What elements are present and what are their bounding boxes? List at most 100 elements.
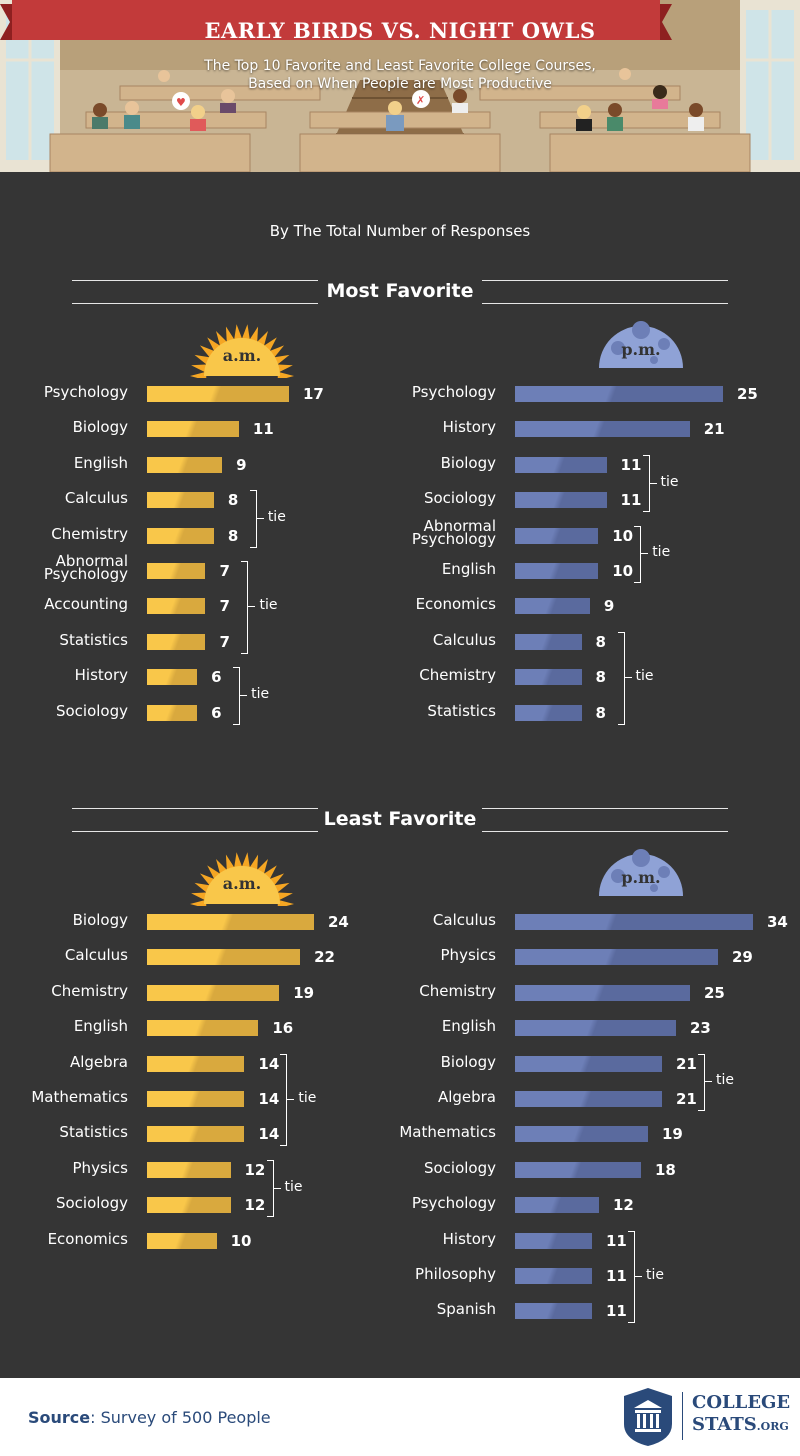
category-label: English	[441, 1017, 496, 1036]
bar-value: 10	[230, 1231, 252, 1250]
category-label: Calculus	[64, 946, 128, 965]
bar	[147, 1020, 259, 1037]
header-illustration: ♥ ✗ EARLY BIRDS VS. NIGHT OWLS The Top 1…	[0, 0, 800, 172]
bar	[147, 527, 214, 544]
bar	[147, 914, 314, 930]
category-label: English	[73, 453, 128, 472]
bar-value: 7	[219, 632, 230, 651]
tie-bracket	[628, 1230, 635, 1324]
bar	[515, 1197, 599, 1214]
tie-bracket	[634, 525, 642, 583]
tie-tick	[624, 677, 632, 679]
svg-text:♥: ♥	[176, 96, 186, 109]
bar-value: 11	[620, 491, 642, 510]
tie-tick	[705, 1081, 712, 1083]
bar	[515, 1268, 592, 1284]
bar-value: 16	[272, 1019, 294, 1038]
badge-label-am: a.m.	[222, 346, 262, 365]
category-label: Mathematics	[399, 1123, 496, 1142]
category-label: English	[73, 1017, 128, 1036]
category-label: Statistics	[59, 1123, 128, 1142]
bar-value: 24	[328, 913, 349, 931]
bar	[515, 598, 590, 615]
tie-tick	[248, 606, 256, 608]
tie-bracket	[642, 454, 650, 513]
bar-value: 25	[704, 983, 725, 1002]
bar-value: 11	[606, 1302, 627, 1321]
tie-tick	[240, 694, 248, 696]
section-rule-right	[482, 808, 728, 832]
section-rule-right	[482, 280, 728, 304]
category-label: Sociology	[55, 701, 128, 720]
page-title: EARLY BIRDS VS. NIGHT OWLS	[204, 18, 596, 43]
category-label: Psychology	[411, 383, 496, 401]
tie-tick	[256, 517, 264, 519]
bar-value: 11	[606, 1231, 627, 1250]
bar-value: 10	[612, 526, 634, 545]
category-label: Algebra	[69, 1052, 128, 1071]
bar	[147, 421, 239, 438]
bar	[515, 1303, 592, 1320]
title-banner	[0, 0, 672, 40]
tie-label: tie	[646, 1267, 664, 1283]
tie-label: tie	[298, 1090, 317, 1106]
bar-value: 11	[606, 1267, 627, 1285]
bar	[147, 1091, 245, 1107]
bar	[515, 704, 582, 721]
section-title-most-favorite: Most Favorite	[326, 280, 474, 302]
bar-value: 25	[737, 385, 758, 403]
bar	[515, 563, 599, 579]
subtitle-line-1: The Top 10 Favorite and Least Favorite C…	[204, 58, 596, 74]
bar	[515, 949, 718, 966]
logo-stats: STATS	[692, 1414, 757, 1435]
bar-value: 6	[211, 668, 222, 687]
badge-label-pm: p.m.	[621, 868, 661, 887]
tie-label: tie	[259, 597, 278, 614]
bar-value: 14	[258, 1125, 280, 1144]
tie-bracket	[233, 667, 241, 725]
bar-value: 17	[303, 385, 324, 403]
moon-icon	[599, 849, 683, 896]
bar	[147, 1055, 245, 1072]
category-label: Chemistry	[51, 524, 128, 543]
bar	[515, 1161, 641, 1178]
tie-bracket	[280, 1053, 288, 1147]
sun-icon	[190, 324, 294, 378]
bar	[147, 1232, 217, 1249]
category-label: Calculus	[432, 911, 496, 929]
bar-value: 10	[612, 562, 634, 580]
category-label: Sociology	[423, 489, 496, 508]
category-label: Mathematics	[31, 1088, 128, 1106]
bar	[515, 984, 690, 1001]
bar	[147, 598, 206, 615]
tie-label: tie	[716, 1072, 734, 1089]
bar	[515, 1126, 648, 1143]
tie-label: tie	[267, 508, 286, 525]
bar-value: 11	[252, 420, 274, 439]
bar-value: 8	[595, 632, 606, 651]
bar	[147, 1161, 231, 1178]
bar-value: 8	[595, 703, 606, 722]
svg-text:✗: ✗	[416, 94, 425, 107]
section-rule-left	[72, 808, 318, 832]
tie-label: tie	[635, 668, 654, 685]
category-label: History	[442, 1229, 496, 1248]
logo-line-2: STATS.ORG	[692, 1414, 789, 1435]
category-label: Psychology	[411, 1194, 496, 1213]
source-note: Source: Survey of 500 People	[28, 1408, 271, 1427]
category-label: History	[74, 666, 128, 685]
bar-value: 8	[227, 526, 239, 545]
logo-divider	[682, 1392, 683, 1440]
bar	[515, 914, 753, 930]
tie-tick	[287, 1099, 295, 1100]
category-label: Chemistry	[51, 981, 128, 1000]
category-label: Economics	[415, 595, 496, 614]
bar	[515, 492, 607, 509]
category-label: Calculus	[432, 630, 496, 649]
category-label: Algebra	[437, 1088, 496, 1106]
bar	[147, 949, 301, 966]
category-label: Sociology	[423, 1158, 496, 1177]
sun-icon	[190, 852, 294, 906]
bar-value: 19	[662, 1125, 683, 1144]
bar-value: 8	[227, 491, 239, 510]
